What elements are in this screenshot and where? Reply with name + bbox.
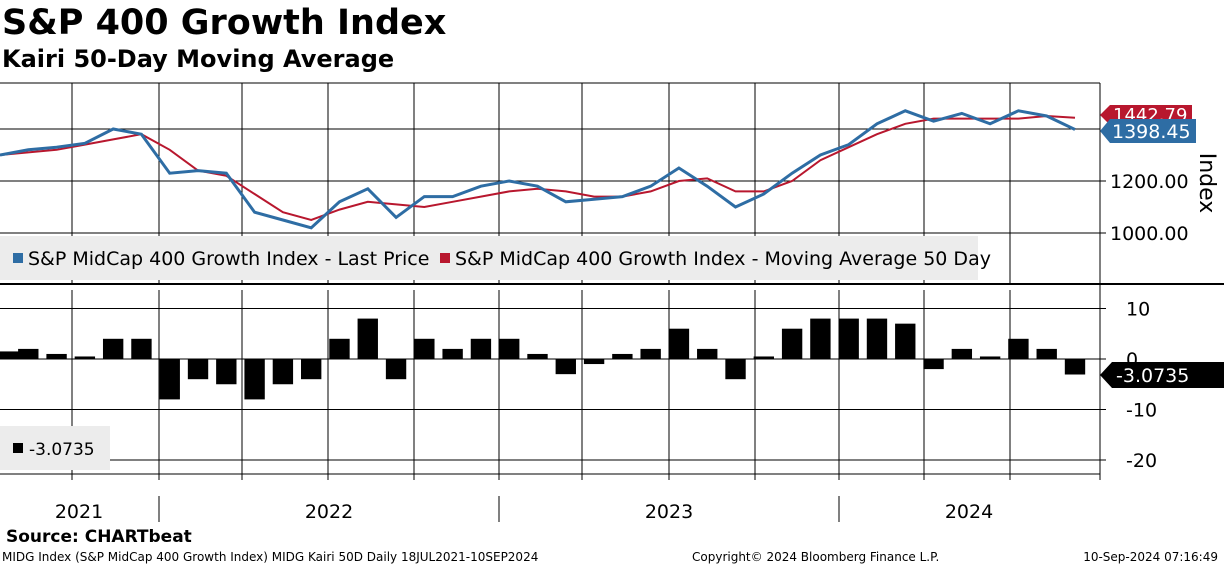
x-label-2021: 2021 (55, 501, 103, 523)
kairi-bar-2023-12 (810, 318, 831, 359)
top-ytick-label-1000: 1000.00 (1110, 223, 1189, 245)
kairi-bar-2022-04 (244, 359, 265, 400)
kairi-bar-2022-02 (187, 359, 209, 380)
legend-swatch-ma (440, 253, 450, 263)
x-label-2022: 2022 (305, 501, 353, 523)
kairi-bar-2022-07 (329, 338, 350, 359)
kairi-bar-2022-10 (414, 338, 435, 359)
kairi-bar-2024-07 (1008, 338, 1029, 359)
kairi-bar-2021-09 (46, 353, 67, 359)
bottom-ytick-label--20: -20 (1126, 450, 1157, 472)
bottom-ytick-label--10: -10 (1126, 400, 1157, 422)
kairi-bar-2024-05 (951, 348, 973, 359)
kairi-bar-2022-08 (357, 318, 378, 359)
kairi-bar-2022-06 (301, 359, 322, 380)
last-value-tag-kairi: -3.0735 (1100, 362, 1224, 388)
kairi-bar-2023-02 (527, 353, 548, 359)
legend-label-price: S&P MidCap 400 Growth Index - Last Price (28, 248, 429, 270)
kairi-bar-2021-07 (0, 351, 21, 359)
source-note: Source: CHARTbeat (6, 527, 192, 547)
kairi-bar-2021-08 (18, 348, 39, 359)
kairi-bars (0, 318, 1086, 400)
kairi-bar-2022-11 (442, 348, 463, 359)
kairi-bar-2024-02 (866, 318, 888, 359)
kairi-bar-2024-08 (1036, 348, 1057, 359)
kairi-bar-2021-10 (74, 356, 96, 359)
kairi-bar-2023-11 (781, 328, 803, 359)
kairi-bar-2023-07 (668, 328, 690, 359)
last-value-tag-price: 1398.45 (1100, 119, 1196, 143)
footer-description: MIDG Index (S&P MidCap 400 Growth Index)… (2, 550, 539, 564)
kairi-bar-2023-01 (499, 338, 520, 359)
kairi-bar-2021-12 (131, 338, 152, 359)
series-line-moving-average (0, 114, 1076, 222)
kairi-bar-2022-05 (272, 359, 294, 385)
kairi-bar-2024-03 (895, 323, 916, 359)
kairi-bar-2023-05 (612, 353, 633, 359)
kairi-bar-2022-12 (470, 338, 492, 359)
kairi-bar-2022-03 (216, 359, 237, 385)
y-axis-label: Index (1194, 153, 1219, 214)
top-legend-box (0, 236, 978, 280)
bottom-panel-grid (0, 290, 1100, 474)
legend-swatch-kairi (13, 443, 23, 453)
last-value-kairi: -3.0735 (1116, 365, 1189, 387)
chart-subtitle: Kairi 50-Day Moving Average (2, 45, 395, 73)
kairi-bar-2024-04 (923, 359, 944, 370)
legend-swatch-price (13, 253, 23, 263)
footer-copyright: Copyright© 2024 Bloomberg Finance L.P. (692, 550, 940, 564)
x-label-2023: 2023 (645, 501, 693, 523)
kairi-bar-2022-01 (159, 359, 180, 400)
x-label-2024: 2024 (945, 501, 993, 523)
top-ytick-label-1200: 1200.00 (1110, 171, 1189, 193)
kairi-bar-2023-04 (583, 359, 605, 365)
kairi-bar-2023-08 (697, 348, 718, 359)
series-line-last-price (0, 109, 1076, 230)
kairi-bar-2022-09 (385, 359, 407, 380)
kairi-bar-2024-09 (1064, 359, 1086, 375)
chart-title: S&P 400 Growth Index (2, 3, 447, 43)
bottom-ytick-label-10: 10 (1126, 299, 1150, 321)
last-value-price: 1398.45 (1112, 121, 1191, 143)
kairi-bar-2024-01 (838, 318, 859, 359)
kairi-bar-2023-09 (725, 359, 746, 380)
price-lines (0, 109, 1076, 230)
kairi-bar-2023-06 (640, 348, 661, 359)
kairi-bar-2023-10 (753, 356, 774, 359)
legend-label-kairi: -3.0735 (29, 440, 95, 460)
kairi-bar-2021-11 (102, 338, 124, 359)
kairi-bar-2024-06 (979, 356, 1001, 359)
footer-timestamp: 10-Sep-2024 07:16:49 (1083, 550, 1218, 564)
kairi-bar-2023-03 (555, 359, 576, 375)
legend-label-ma: S&P MidCap 400 Growth Index - Moving Ave… (455, 248, 991, 270)
